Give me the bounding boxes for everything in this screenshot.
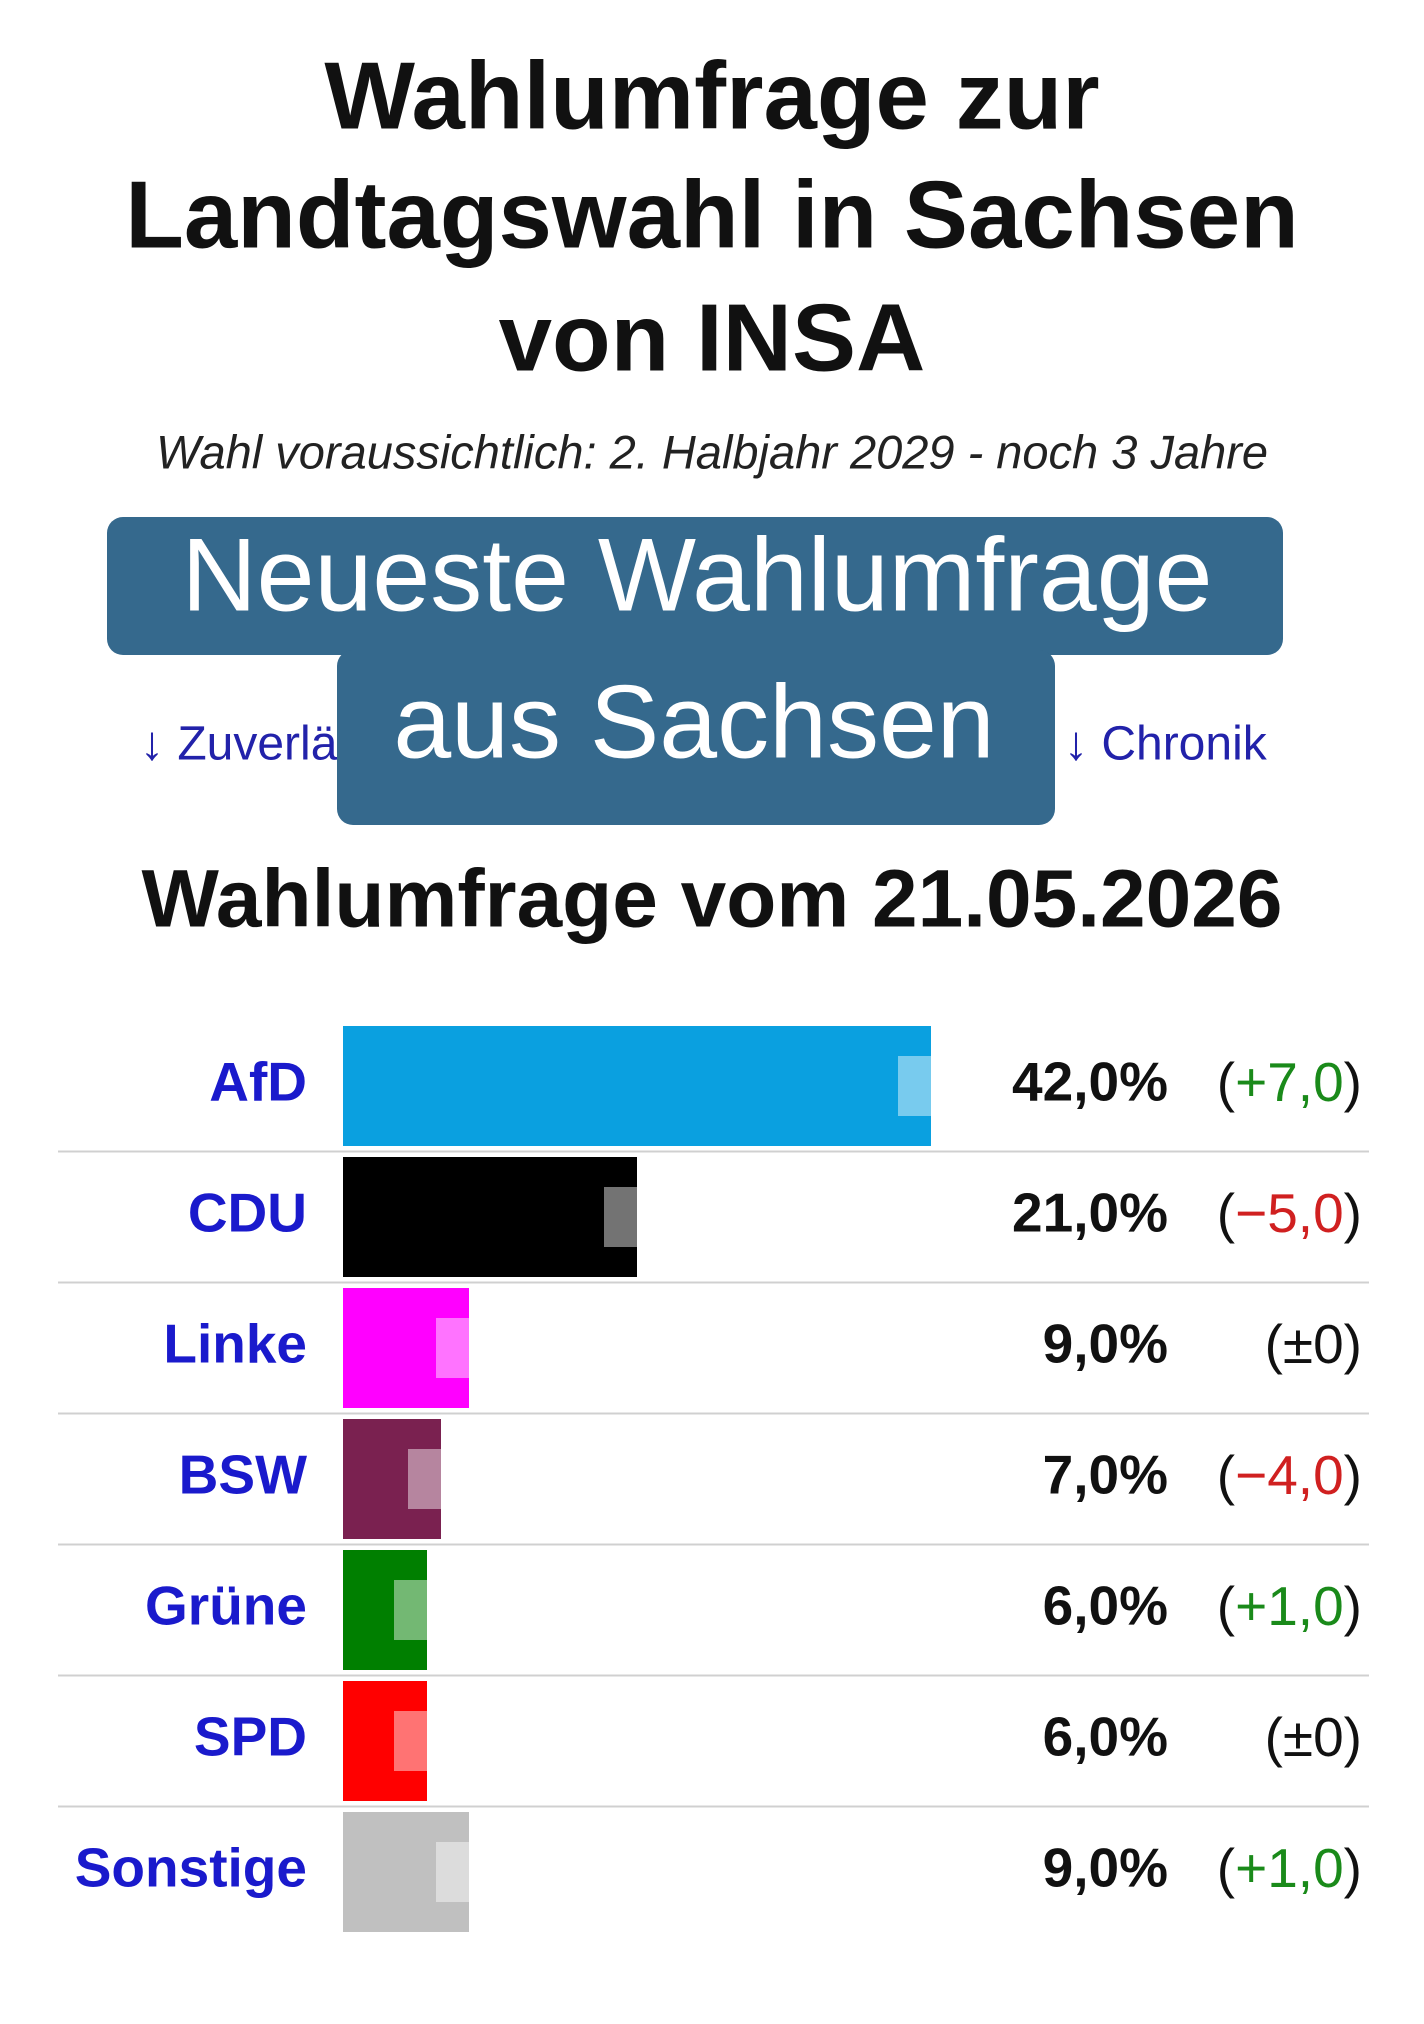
bar [343,1288,469,1408]
bar-highlight [436,1318,504,1378]
value-label: 6,0% [1043,1575,1168,1637]
bar [343,1157,637,1277]
party-label: CDU [188,1182,307,1244]
title-line: von INSA [499,284,926,391]
subtitle: Wahl voraussichtlich: 2. Halbjahr 2029 -… [156,425,1268,478]
banner-box [107,517,1283,655]
bar [343,1812,469,1932]
change-label: (+1,0) [1217,1575,1362,1637]
change-label: (±0) [1265,1313,1362,1375]
link[interactable]: ↓ Chronik [1064,718,1268,771]
value-label: 9,0% [1043,1837,1168,1899]
bar-highlight [394,1580,462,1640]
banner-text: aus Sachsen [393,664,994,780]
bar [343,1681,427,1801]
party-label: SPD [194,1706,307,1768]
change-label: (+7,0) [1217,1051,1362,1113]
bar-highlight [604,1187,672,1247]
bar [343,1026,931,1146]
party-label: Sonstige [75,1837,307,1899]
bar [343,1550,427,1670]
change-label: (+1,0) [1217,1837,1362,1899]
title-line: Wahlumfrage zur [324,42,1099,149]
change-label: (−5,0) [1217,1182,1362,1244]
banner-text: Neueste Wahlumfrage [182,517,1213,633]
change-label: (−4,0) [1217,1444,1362,1506]
value-label: 21,0% [1012,1182,1168,1244]
bar-highlight [898,1056,966,1116]
value-label: 7,0% [1043,1444,1168,1506]
heading: Wahlumfrage vom 21.05.2026 [142,854,1283,945]
bar-highlight [436,1842,504,1902]
value-label: 42,0% [1012,1051,1168,1113]
banner-box [337,650,1055,825]
party-label: Grüne [145,1575,307,1637]
party-label: BSW [179,1444,307,1506]
bar-highlight [394,1711,462,1771]
title-line: Landtagswahl in Sachsen [125,161,1299,268]
party-label: Linke [163,1313,307,1375]
bar-highlight [408,1449,476,1509]
value-label: 9,0% [1043,1313,1168,1375]
bar [343,1419,441,1539]
change-label: (±0) [1265,1706,1362,1768]
value-label: 6,0% [1043,1706,1168,1768]
party-label: AfD [209,1051,307,1113]
